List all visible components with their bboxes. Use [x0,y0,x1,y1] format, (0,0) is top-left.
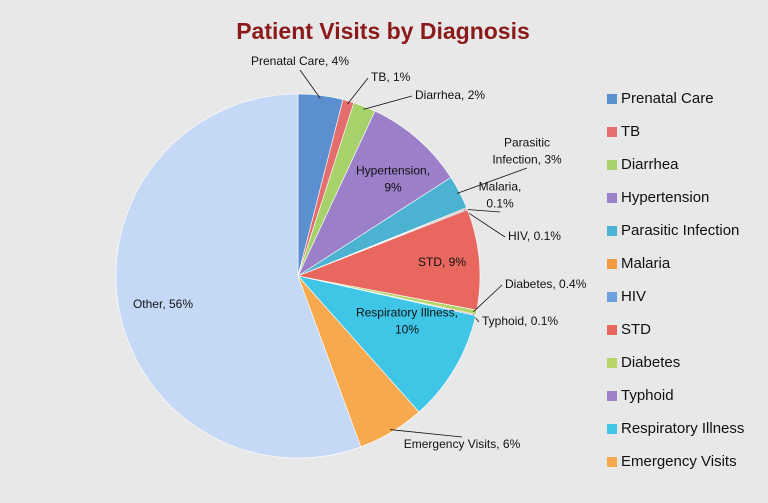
data-label: Respiratory Illness, [356,306,458,320]
data-label: Typhoid, 0.1% [482,314,558,328]
legend-swatch [607,325,617,335]
legend-label: Diarrhea [621,156,679,173]
pie-slice [115,93,362,459]
pie-slice [297,110,452,277]
legend-label: TB [621,123,640,140]
chart-title: Patient Visits by Diagnosis [236,18,530,44]
legend-swatch [607,358,617,368]
legend-label: Typhoid [621,387,674,404]
data-label: HIV, 0.1% [508,229,561,243]
leader-line [473,284,503,313]
legend-label: Prenatal Care [621,90,714,107]
legend-label: Parasitic Infection [621,222,739,239]
data-label: Diarrhea, 2% [415,88,485,102]
legend-label: Hypertension [621,189,709,206]
legend-swatch [607,127,617,137]
data-label: STD, 9% [418,255,466,269]
legend-label: Respiratory Illness [621,420,744,437]
leader-line [389,429,463,438]
legend-label: STD [621,321,651,338]
leader-line [299,69,321,99]
data-label: Other, 56% [133,297,193,311]
data-label: 0.1% [486,197,514,211]
data-label: 10% [395,323,419,337]
data-label: 9% [384,181,402,195]
legend-label: HIV [621,288,646,305]
data-label: Emergency Visits, 6% [404,437,521,451]
legend-swatch [607,292,617,302]
legend-swatch [607,94,617,104]
data-label: TB, 1% [371,70,411,84]
data-label: Hypertension, [356,164,430,178]
leader-line [363,95,413,110]
leader-line [464,209,506,238]
pie-slice [297,275,476,413]
legend-swatch [607,391,617,401]
leader-line [456,167,528,194]
legend-swatch [607,193,617,203]
legend-swatch [607,457,617,467]
data-label: Prenatal Care, 4% [251,54,349,68]
legend-swatch [607,424,617,434]
legend-label: Emergency Visits [621,453,737,470]
legend-swatch [607,259,617,269]
legend-label: Diabetes [621,354,680,371]
data-label: Diabetes, 0.4% [505,277,587,291]
leader-line [464,208,501,213]
legend-swatch [607,160,617,170]
leader-line [347,77,369,105]
legend-swatch [607,226,617,236]
legend-label: Malaria [621,255,671,272]
data-label: Malaria, [479,180,522,194]
data-label: Infection, 3% [492,153,562,167]
pie-slice [296,209,481,311]
data-label: Parasitic [504,136,550,150]
